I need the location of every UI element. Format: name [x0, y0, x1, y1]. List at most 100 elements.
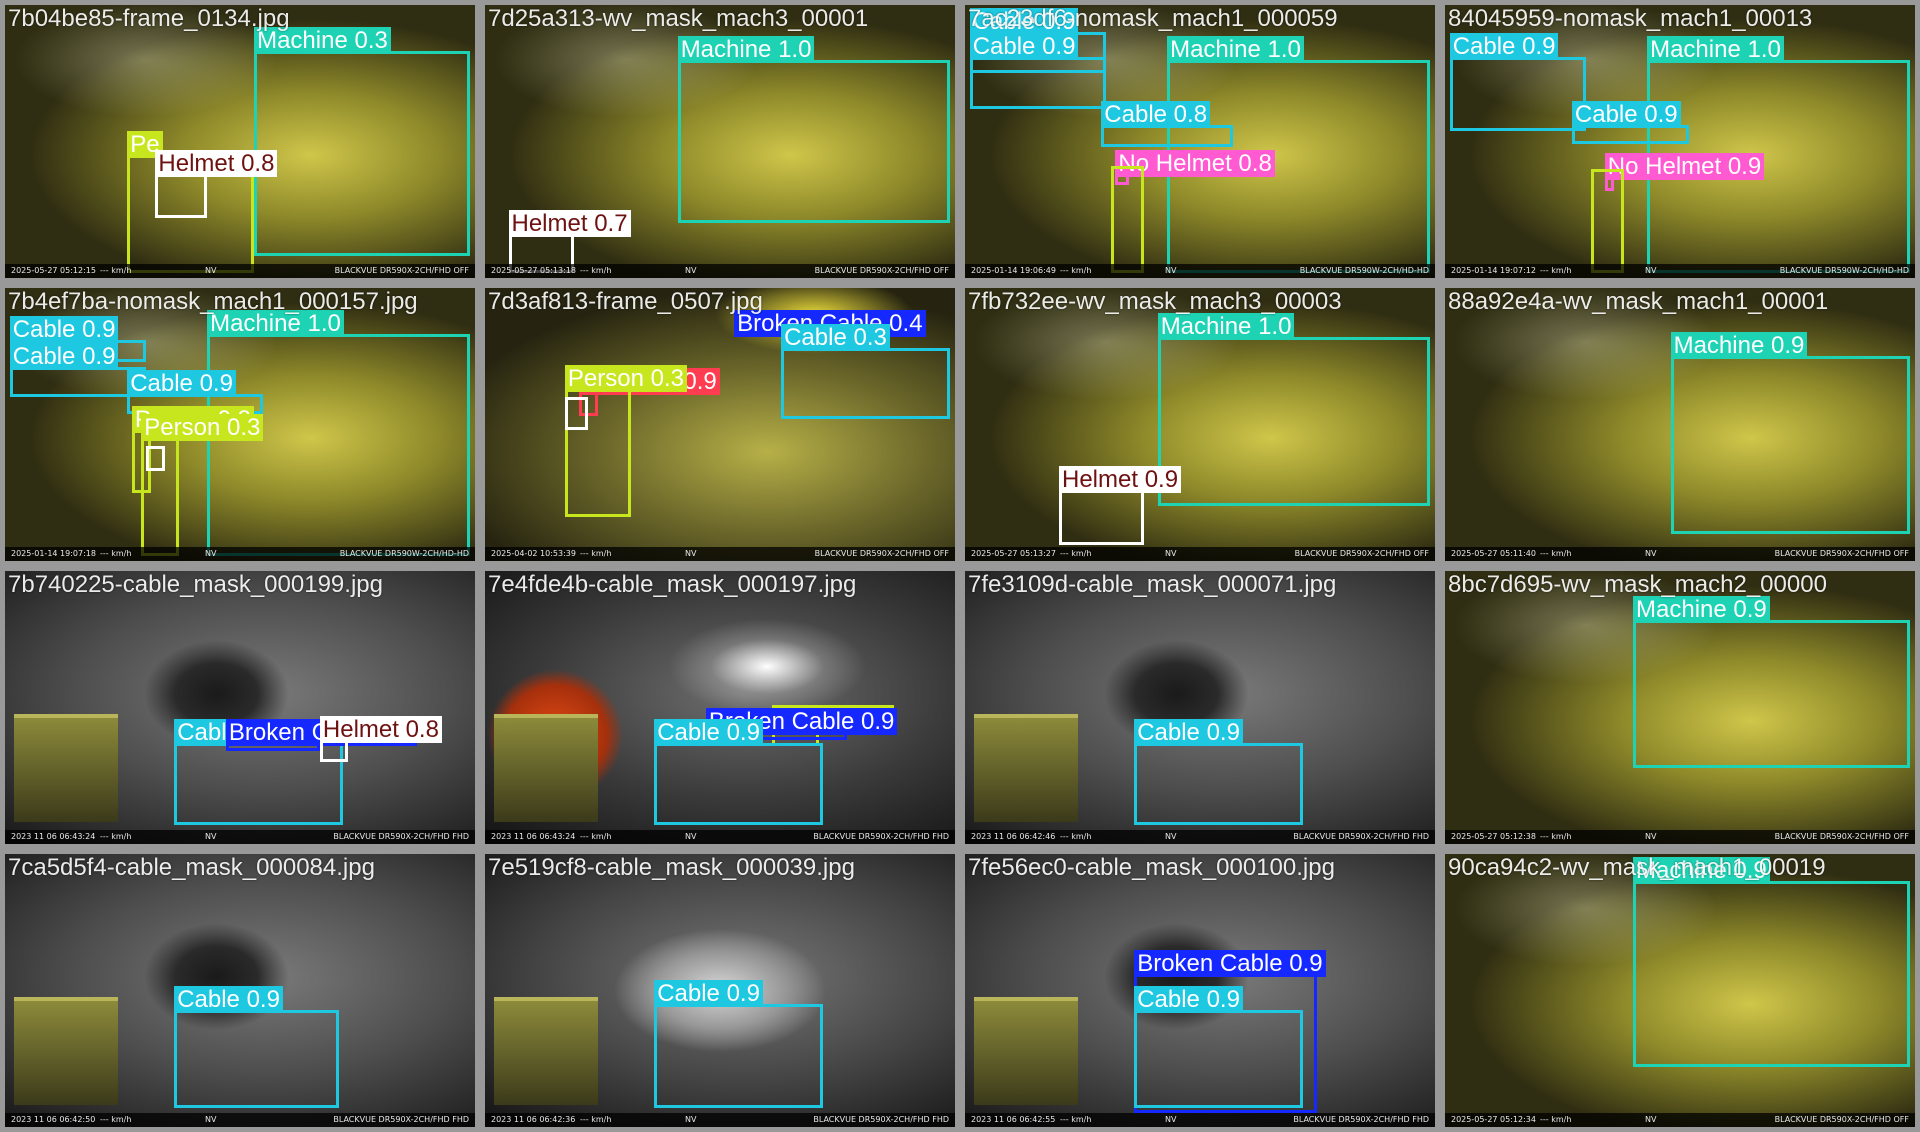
hud-speed: --- km/h [580, 266, 612, 275]
hud-brand: BLACKVUE DR590X-2CH/FHD FHD [813, 832, 949, 841]
hud-timestamp: 2025-05-27 05:12:38 [1451, 832, 1536, 841]
hud-nv: NV [685, 832, 697, 841]
hud-brand: BLACKVUE DR590X-2CH/FHD OFF [1294, 549, 1429, 558]
hud-speed: --- km/h [580, 1115, 612, 1124]
hud-brand: BLACKVUE DR590X-2CH/FHD OFF [334, 266, 469, 275]
tile-filename: 7b04be85-frame_0134.jpg [8, 5, 290, 32]
bbox-label: Helmet 0.9 [1059, 466, 1182, 494]
mining-vehicle [14, 997, 118, 1106]
tile-filename: 7fb732ee-wv_mask_mach3_00003 [968, 288, 1342, 315]
tile-filename: 7e519cf8-cable_mask_000039.jpg [488, 854, 855, 881]
bbox-cable: Cable 0.9 [174, 985, 339, 1108]
bbox-cable: Cable 0.9 [654, 718, 824, 825]
tile-filename: 7e4fde4b-cable_mask_000197.jpg [488, 571, 857, 598]
camera-frame [1445, 854, 1915, 1127]
bbox-helmet: Helmet 0.9 [1059, 466, 1182, 545]
image-tile[interactable]: Cable 0.9 7ca5d5f4-cable_mask_000084.jpg 2… [0, 849, 480, 1132]
bbox-label: Machine 1.0 [1647, 35, 1784, 63]
bbox-helmet [146, 446, 165, 471]
tile-filename: 7ac23df6-nomask_mach1_000059 [968, 5, 1338, 32]
hud-timestamp: 2023 11 06 06:42:46 [971, 832, 1056, 841]
hud-nv: NV [1645, 266, 1657, 275]
hud-nv: NV [205, 1115, 217, 1124]
image-tile[interactable]: Machine 1.0 Helmet 0.9 7fb732ee-wv_mask_ma… [960, 283, 1440, 566]
hud-timestamp: 2023 11 06 06:43:24 [491, 832, 576, 841]
bbox-cable: Cable 0.9 [969, 32, 1106, 109]
tile-filename: 8bc7d695-wv_mask_mach2_00000 [1448, 571, 1827, 598]
bbox-label: Person 0.3 [141, 414, 264, 442]
bbox-label: Cable 0.9 [127, 370, 236, 398]
hud-timestamp: 2025-05-27 05:12:34 [1451, 1115, 1536, 1124]
hud-nv: NV [1165, 1115, 1177, 1124]
bbox-broken-cable: Broken Cable 0.9 [225, 718, 418, 752]
bbox-label: Machine 0.3 [254, 27, 391, 55]
image-tile[interactable]: Cable 0.9 Cable 0.9 Machine 1.0 Cable 0.8 No… [960, 0, 1440, 283]
image-tile[interactable]: Machine 0.9 90ca94c2-wv_mask_mach1_00019 2… [1440, 849, 1920, 1132]
hud-timestamp: 2023 11 06 06:42:36 [491, 1115, 576, 1124]
hud-speed: --- km/h [1060, 549, 1092, 558]
bbox-person [1110, 166, 1144, 273]
mining-vehicle [974, 997, 1078, 1106]
bbox-person [1590, 168, 1624, 273]
image-tile[interactable]: Cable 0.9Broken Cable 0.9Helmet 0.8 7b740… [0, 566, 480, 849]
hud-brand: BLACKVUE DR590W-2CH/HD-HD [1299, 266, 1429, 275]
image-tile[interactable]: Broken Cable 0.9 Cable 0.9 7fe56ec0-cable_… [960, 849, 1440, 1132]
bbox-label: Machine 0.9 [1633, 857, 1770, 885]
tile-filename: 90ca94c2-wv_mask_mach1_00019 [1448, 854, 1826, 881]
hud-timestamp: 2025-05-27 05:13:18 [491, 266, 576, 275]
hud-speed: --- km/h [1540, 266, 1572, 275]
hud-speed: --- km/h [1060, 832, 1092, 841]
hud-speed: --- km/h [1060, 1115, 1092, 1124]
hud-timestamp: 2025-05-27 05:13:27 [971, 549, 1056, 558]
hud-nv: NV [1645, 832, 1657, 841]
bbox-cable: Cable 0.9 [1134, 718, 1304, 825]
hud-nv: NV [1165, 832, 1177, 841]
bbox-label: Person 0.3 [564, 365, 687, 392]
dashcam-overlay: 2023 11 06 06:43:24 --- km/h NV BLACKVUE DR… [485, 830, 955, 844]
tile-filename: 7ca5d5f4-cable_mask_000084.jpg [8, 854, 375, 881]
hud-timestamp: 2025-04-02 10:53:39 [491, 549, 576, 558]
bbox-label: Cable 0.9 [9, 343, 119, 371]
bbox-broken-cable: Broken Cable 0.4 [734, 309, 926, 337]
bbox-label: Cable 0.9 [1134, 718, 1243, 746]
hud-nv: NV [1645, 549, 1657, 558]
hud-speed: --- km/h [100, 832, 132, 841]
hud-nv: NV [1645, 1115, 1657, 1124]
hud-nv: NV [205, 832, 217, 841]
image-tile[interactable]: Cable 0.9 7e519cf8-cable_mask_000039.jpg 2… [480, 849, 960, 1132]
tile-filename: 84045959-nomask_mach1_00013 [1448, 5, 1813, 32]
hud-brand: BLACKVUE DR590X-2CH/FHD OFF [814, 549, 949, 558]
image-tile[interactable]: Machine 0.9 88a92e4a-wv_mask_mach1_00001 2… [1440, 283, 1920, 566]
image-tile[interactable]: Machine 1.0 Cable 0.9 Cable 0.9 No Helmet 0… [1440, 0, 1920, 283]
hud-brand: BLACKVUE DR590X-2CH/FHD FHD [1293, 1115, 1429, 1124]
bbox-label: Cable 0.8 [1101, 101, 1211, 129]
image-tile[interactable]: Cable 0.9 7fe3109d-cable_mask_000071.jpg 2… [960, 566, 1440, 849]
dashcam-overlay: 2023 11 06 06:42:50 --- km/h NV BLACKVUE DR… [5, 1113, 475, 1127]
bbox-no-helmet: No Helmet 0.9 [1604, 152, 1765, 191]
hud-speed: --- km/h [100, 266, 132, 275]
hud-timestamp: 2025-05-27 05:11:40 [1451, 549, 1536, 558]
hud-nv: NV [205, 549, 217, 558]
bbox-label: Cable 0.9 [1134, 985, 1243, 1013]
hud-speed: --- km/h [1540, 1115, 1572, 1124]
hud-timestamp: 2023 11 06 06:42:55 [971, 1115, 1056, 1124]
image-tile[interactable]: Machine 0.3 Pe Helmet 0.8 7b04be85-frame_01… [0, 0, 480, 283]
hud-speed: --- km/h [100, 549, 132, 558]
bbox-label: Cable 0.9 [9, 315, 119, 343]
hud-brand: BLACKVUE DR590W-2CH/HD-HD [1779, 266, 1909, 275]
bbox-cable: Cable 0.9 [1571, 101, 1690, 145]
tile-filename: 88a92e4a-wv_mask_mach1_00001 [1448, 288, 1829, 315]
hud-nv: NV [685, 1115, 697, 1124]
bbox-machine: Machine 0.3 [254, 27, 471, 257]
dashcam-overlay: 2025-05-27 05:13:27 --- km/h NV BLACKVUE DR… [965, 547, 1435, 561]
bbox-cable: Cable 0.9 [1449, 32, 1586, 131]
hud-nv: NV [685, 549, 697, 558]
bbox-label: Machine 0.9 [1633, 596, 1770, 624]
hud-timestamp: 2025-05-27 05:12:15 [11, 266, 96, 275]
image-tile[interactable]: Cable 0.9 Cable 0.9 Machine 1.0 Cable 0.9 Pe… [0, 283, 480, 566]
image-tile[interactable]: Machine 1.0 Helmet 0.7 7d25a313-wv_mask_ma… [480, 0, 960, 283]
image-tile[interactable]: Machine 0.9 8bc7d695-wv_mask_mach2_00000 2… [1440, 566, 1920, 849]
